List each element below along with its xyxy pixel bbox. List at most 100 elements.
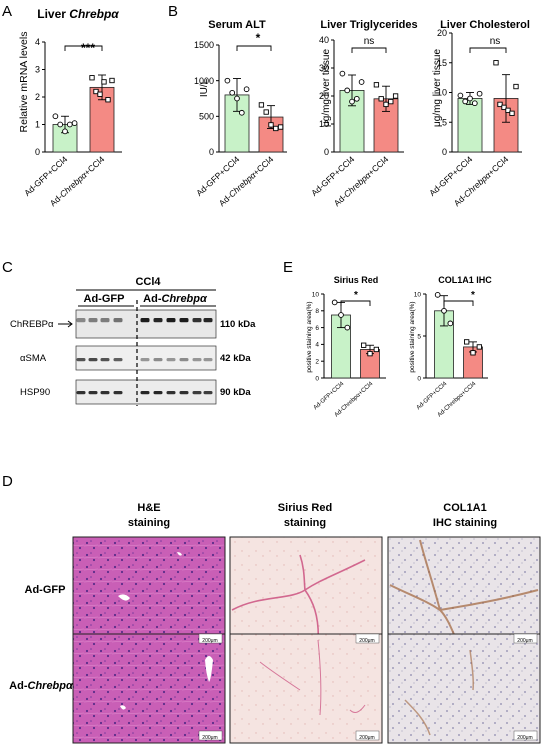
- blot-band: [179, 318, 189, 323]
- blot-band: [166, 318, 176, 323]
- blot-band: [153, 318, 163, 323]
- blot-treatment: CCl4: [135, 276, 161, 288]
- b3-point: [462, 98, 469, 105]
- he-chrebp-image: [72, 633, 226, 744]
- a-point: [57, 121, 64, 128]
- panel-letter-a: A: [2, 3, 12, 20]
- panel-b1-title: Serum ALT: [208, 19, 266, 31]
- b3-point: [497, 101, 503, 108]
- blot-band: [88, 358, 98, 362]
- blot-label-hsp90: HSP90: [20, 387, 50, 398]
- b3-point: [471, 100, 478, 107]
- blot-group-chrebp-gene: Chrebpα: [162, 293, 209, 305]
- scalebar-he-chrebp: 200μm: [202, 735, 217, 741]
- panel-b3-ylabel: μg/mg liver tissue: [432, 49, 443, 127]
- blot-asma-strip: [75, 345, 217, 371]
- e1-y-tick-label: 8: [315, 308, 319, 315]
- b3-point: [509, 110, 515, 116]
- blot-kda-42: 42 kDa: [220, 353, 251, 364]
- scalebar-sr-gfp: 200μm: [359, 638, 374, 644]
- panel-letter-b: B: [168, 3, 178, 20]
- b2-point: [383, 101, 389, 108]
- e1-y-tick-label: 10: [312, 291, 320, 298]
- b3-point: [493, 60, 499, 66]
- b1-y-tick-label: 0: [209, 147, 214, 157]
- a-point: [62, 128, 68, 135]
- b3-sig-bracket: [469, 47, 507, 53]
- blot-label-asma: αSMA: [20, 353, 47, 364]
- blot-band: [203, 318, 213, 323]
- b3-y-tick-label: 10: [437, 88, 447, 98]
- b2-point: [353, 95, 360, 102]
- e2-y-tick-label: 10: [414, 291, 422, 298]
- a-point: [101, 79, 107, 85]
- a-y-tick-label: 0: [35, 147, 40, 157]
- b1-point: [224, 77, 231, 84]
- blot-band: [100, 318, 110, 323]
- d-col2-title: Sirius Red: [278, 502, 332, 514]
- a-sig-bracket: [64, 45, 103, 51]
- e1-y-tick-label: 4: [315, 342, 319, 349]
- blot-chrebp-strip: [75, 309, 217, 339]
- panel-letter-d: D: [2, 473, 13, 490]
- scalebar-ihc-gfp: 200μm: [517, 638, 532, 644]
- blot-band: [88, 391, 98, 395]
- panel-a-title-prefix: Liver: [37, 7, 69, 21]
- b3-y-tick-label: 0: [442, 147, 447, 157]
- b3-point: [505, 107, 511, 114]
- d-col1-title: H&E: [137, 502, 160, 514]
- b1-point: [263, 109, 269, 115]
- b1-point: [277, 124, 284, 130]
- b1-x-label-suffix: +CCl4: [251, 154, 276, 178]
- b1-point: [229, 89, 236, 96]
- blot-band: [76, 391, 86, 395]
- blot-band: [179, 358, 189, 362]
- b2-point: [392, 93, 399, 99]
- panel-e2-ylabel: positive staining area(%): [409, 301, 416, 372]
- a-y-tick-label: 1: [35, 120, 40, 130]
- b1-y-tick-label: 1000: [194, 76, 214, 86]
- e1-y-tick-label: 0: [315, 375, 319, 382]
- b3-point: [467, 95, 473, 102]
- blot-arrow-icon: [58, 320, 73, 328]
- e1-y-tick-label: 2: [315, 358, 319, 365]
- blot-band: [140, 318, 150, 323]
- blot-band: [153, 391, 163, 395]
- blot-band: [192, 391, 202, 395]
- blot-kda-110: 110 kDa: [220, 319, 256, 330]
- d-col2-title2: staining: [284, 517, 326, 529]
- a-point: [71, 120, 78, 126]
- e1-point: [373, 346, 379, 353]
- blot-label-chrebp: ChREBPα: [10, 319, 54, 330]
- b1-sig-bracket: [236, 45, 272, 51]
- b3-y-tick-label: 15: [437, 58, 447, 68]
- b2-point: [344, 87, 351, 94]
- b1-point: [238, 109, 245, 116]
- panel-e2-sig: *: [471, 290, 475, 301]
- b2-y-tick-label: 20: [319, 91, 329, 101]
- panel-b3-title: Liver Cholesterol: [440, 19, 530, 31]
- blot-band: [153, 358, 163, 362]
- b3-point: [501, 104, 507, 111]
- ihc-chrebp-image: [387, 633, 541, 744]
- blot-group-gfp: Ad-GFP: [84, 293, 125, 305]
- blot-band: [203, 358, 213, 362]
- a-point: [52, 113, 59, 120]
- scalebars: 200μm 200μm 200μm 200μm 200μm 200μm: [198, 633, 538, 741]
- e1-point: [338, 312, 344, 318]
- blot-group-chrebp: Ad-Chrebpα: [143, 293, 208, 305]
- panel-e2-title: COL1A1 IHC: [438, 275, 492, 285]
- panel-b2-title: Liver Triglycerides: [320, 19, 417, 31]
- a-point: [97, 91, 103, 97]
- e1-point: [367, 350, 373, 357]
- b1-point: [273, 125, 279, 132]
- blot-band: [166, 358, 176, 362]
- b2-point: [388, 98, 394, 105]
- a-point: [105, 97, 111, 103]
- sr-chrebp-image: [229, 633, 383, 744]
- e2-y-tick-label: 0: [417, 375, 421, 382]
- b3-point: [457, 92, 464, 99]
- panel-a-sig: ***: [81, 41, 95, 55]
